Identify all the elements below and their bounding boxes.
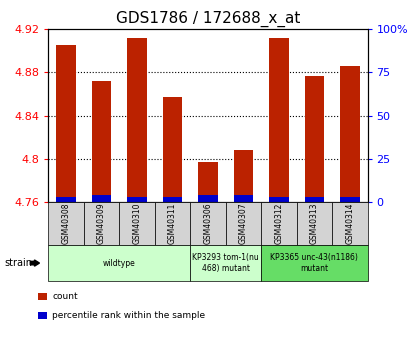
Title: GDS1786 / 172688_x_at: GDS1786 / 172688_x_at <box>116 10 300 27</box>
Text: GSM40311: GSM40311 <box>168 203 177 244</box>
Text: strain: strain <box>4 258 32 268</box>
Text: percentile rank within the sample: percentile rank within the sample <box>52 311 205 320</box>
Text: KP3293 tom-1(nu
468) mutant: KP3293 tom-1(nu 468) mutant <box>192 253 259 273</box>
Bar <box>56 46 76 202</box>
Bar <box>163 197 182 202</box>
Text: GSM40307: GSM40307 <box>239 203 248 244</box>
Text: GSM40314: GSM40314 <box>345 203 354 244</box>
Text: KP3365 unc-43(n1186)
mutant: KP3365 unc-43(n1186) mutant <box>270 253 358 273</box>
Text: count: count <box>52 292 78 301</box>
Bar <box>92 195 111 202</box>
Text: wildtype: wildtype <box>103 258 136 268</box>
Text: GSM40306: GSM40306 <box>203 203 213 244</box>
Bar <box>56 197 76 202</box>
Bar <box>304 197 324 202</box>
Bar <box>127 38 147 202</box>
Bar <box>269 197 289 202</box>
Text: GSM40309: GSM40309 <box>97 203 106 244</box>
Bar <box>269 38 289 202</box>
Bar <box>127 197 147 202</box>
Bar <box>198 162 218 202</box>
Bar <box>234 195 253 202</box>
Text: GSM40308: GSM40308 <box>62 203 71 244</box>
Text: GSM40313: GSM40313 <box>310 203 319 244</box>
Text: GSM40310: GSM40310 <box>132 203 142 244</box>
Bar <box>234 150 253 202</box>
Bar <box>340 197 360 202</box>
Bar <box>304 76 324 202</box>
Bar <box>340 66 360 202</box>
Text: GSM40312: GSM40312 <box>274 203 284 244</box>
Bar <box>92 81 111 202</box>
Bar <box>163 97 182 202</box>
Bar <box>198 195 218 202</box>
